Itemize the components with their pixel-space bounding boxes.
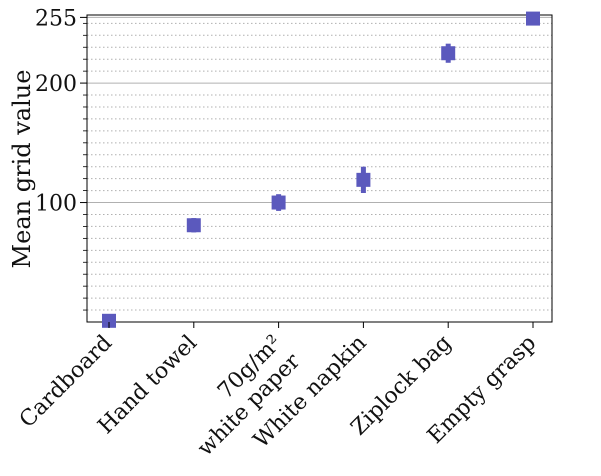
data-point xyxy=(441,46,456,61)
data-points xyxy=(102,11,540,328)
plot-frame xyxy=(86,14,553,323)
y-axis-label: Mean grid value xyxy=(8,70,36,269)
y-tick-label: 200 xyxy=(35,72,77,97)
y-ticks: 100 200 255 xyxy=(35,6,87,311)
axes xyxy=(86,14,553,323)
data-point xyxy=(271,195,286,210)
grid-lines xyxy=(87,16,552,311)
y-tick-label: 100 xyxy=(35,192,77,217)
data-point xyxy=(102,313,116,328)
data-point xyxy=(356,172,371,187)
data-point xyxy=(526,11,540,26)
y-tick-label: 255 xyxy=(35,6,77,31)
data-point xyxy=(186,218,201,233)
